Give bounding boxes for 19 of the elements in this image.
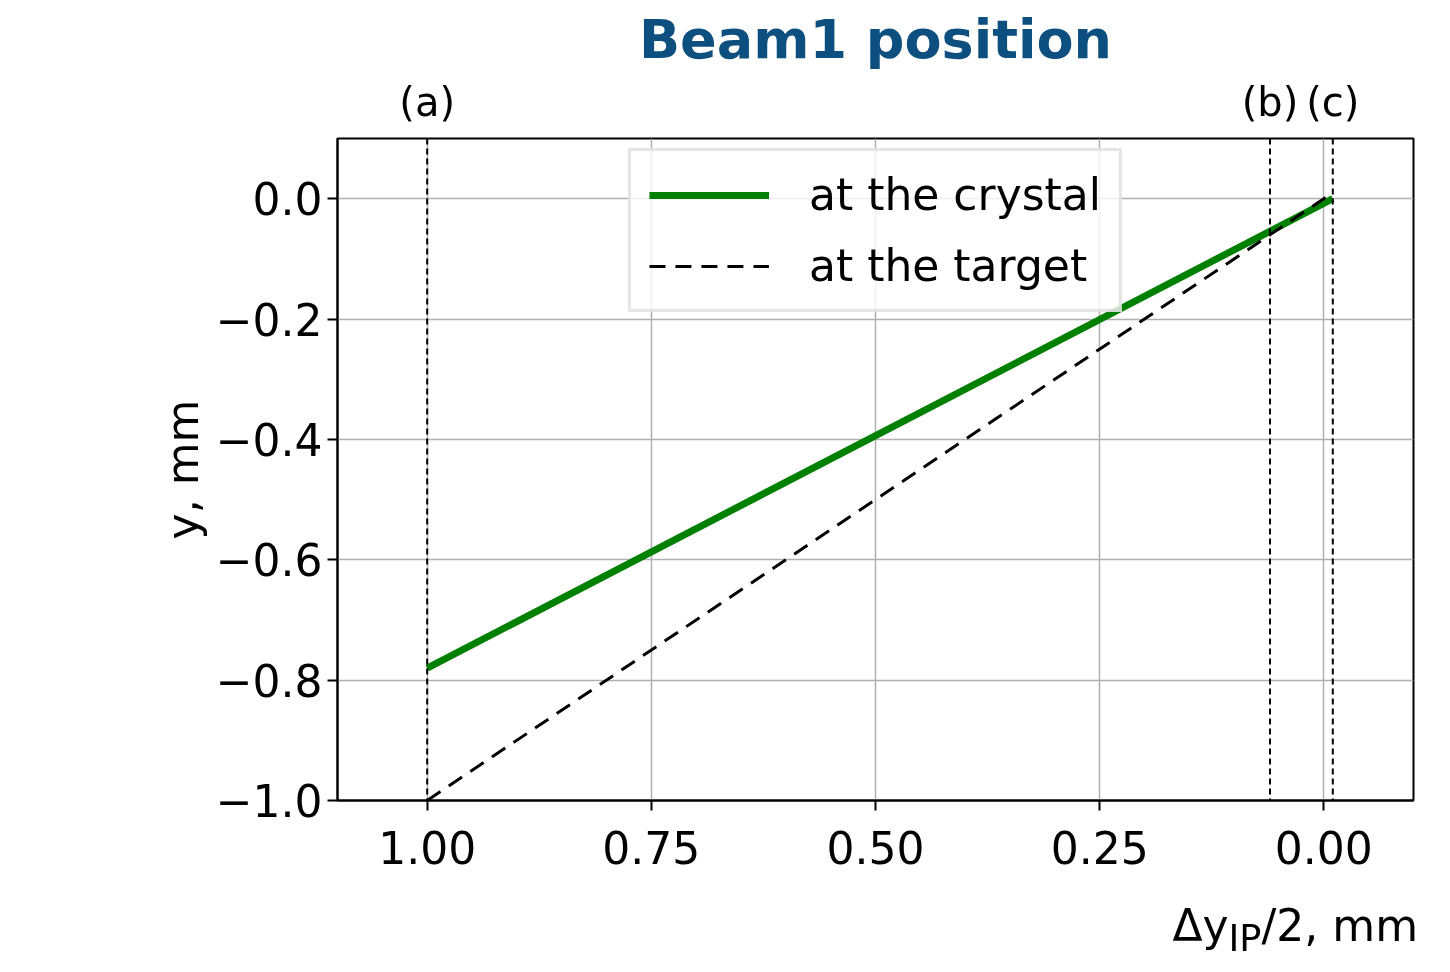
y-tick-label: 0.0 (252, 174, 323, 226)
ref-line-label: (a) (399, 78, 456, 125)
ref-line-label: (b) (1241, 78, 1299, 125)
chart-title: Beam1 position (638, 7, 1113, 71)
x-axis-title: Δy$_{IP}$/2, mm (1172, 899, 1418, 962)
y-tick-label: −0.6 (215, 535, 323, 587)
legend-label: at the target (808, 240, 1088, 291)
x-tick-label: 0.50 (826, 822, 925, 874)
legend-label: at the crystal (808, 169, 1102, 220)
ref-line-label: (c) (1306, 78, 1360, 125)
y-tick-label: −0.4 (215, 414, 323, 466)
y-tick-label: −0.8 (215, 655, 323, 707)
x-tick-label: 0.25 (1050, 822, 1149, 874)
x-tick-label: 0.00 (1274, 822, 1373, 874)
y-axis-title: y, mm (156, 399, 208, 540)
x-tick-label: 0.75 (602, 822, 701, 874)
y-tick-label: −1.0 (215, 776, 323, 827)
y-tick-label: −0.2 (215, 294, 323, 346)
x-tick-label: 1.00 (378, 822, 477, 874)
